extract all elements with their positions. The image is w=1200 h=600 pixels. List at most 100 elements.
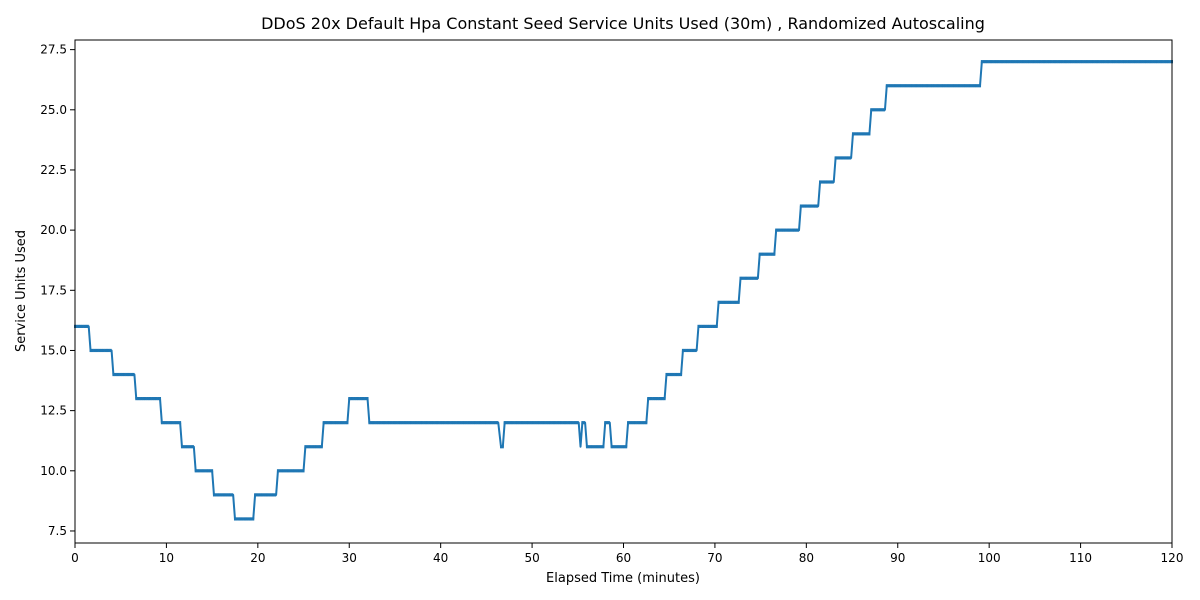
data-point bbox=[746, 276, 749, 280]
data-point bbox=[1015, 60, 1018, 64]
data-point bbox=[737, 300, 740, 304]
data-point bbox=[922, 84, 925, 88]
data-point bbox=[845, 156, 848, 160]
data-point bbox=[203, 469, 206, 473]
data-point bbox=[286, 469, 289, 473]
data-point bbox=[100, 348, 103, 353]
data-point bbox=[315, 445, 318, 449]
data-point bbox=[604, 421, 607, 425]
data-point bbox=[692, 348, 695, 353]
data-point bbox=[401, 421, 404, 425]
data-point bbox=[795, 228, 798, 232]
data-point bbox=[672, 372, 675, 377]
data-point bbox=[755, 276, 758, 280]
data-point bbox=[205, 469, 208, 473]
data-point bbox=[207, 469, 210, 473]
plot-area bbox=[74, 60, 1173, 521]
data-point bbox=[209, 469, 212, 473]
data-point bbox=[270, 493, 273, 497]
y-tick-label: 27.5 bbox=[40, 43, 67, 57]
data-point bbox=[784, 228, 787, 232]
data-point bbox=[676, 372, 679, 377]
data-point bbox=[834, 156, 837, 160]
data-point bbox=[414, 421, 417, 425]
data-point bbox=[86, 324, 89, 328]
data-point bbox=[933, 84, 936, 88]
data-point bbox=[1114, 60, 1117, 64]
data-point bbox=[607, 421, 610, 425]
data-point bbox=[1086, 60, 1089, 64]
data-point bbox=[710, 324, 713, 328]
data-point bbox=[793, 228, 796, 232]
data-point bbox=[289, 469, 292, 473]
x-tick-label: 40 bbox=[433, 551, 448, 565]
data-point bbox=[333, 421, 336, 425]
data-point bbox=[1149, 60, 1152, 64]
data-point bbox=[1008, 60, 1011, 64]
data-point bbox=[384, 421, 387, 425]
data-point bbox=[1039, 60, 1042, 64]
data-point bbox=[121, 372, 124, 377]
data-point bbox=[1004, 60, 1007, 64]
data-point bbox=[704, 324, 707, 328]
data-point bbox=[573, 421, 576, 425]
data-point bbox=[661, 397, 664, 401]
data-point bbox=[752, 276, 755, 280]
data-point bbox=[300, 469, 303, 473]
data-point bbox=[169, 421, 172, 425]
data-point bbox=[576, 421, 579, 425]
data-point bbox=[468, 421, 471, 425]
data-point bbox=[726, 300, 729, 304]
data-point bbox=[1074, 60, 1077, 64]
data-point bbox=[83, 324, 86, 328]
data-point bbox=[894, 84, 897, 88]
data-point bbox=[272, 493, 275, 497]
data-point bbox=[816, 204, 819, 208]
data-point bbox=[324, 421, 327, 425]
data-point bbox=[810, 204, 813, 208]
data-point bbox=[295, 469, 298, 473]
data-point bbox=[1011, 60, 1014, 64]
data-point bbox=[512, 421, 515, 425]
data-point bbox=[313, 445, 316, 449]
data-point bbox=[562, 421, 565, 425]
data-point bbox=[724, 300, 727, 304]
data-point bbox=[406, 421, 409, 425]
data-point bbox=[697, 324, 700, 328]
data-point bbox=[617, 445, 620, 449]
data-point bbox=[190, 445, 193, 449]
data-point bbox=[1028, 60, 1031, 64]
data-point bbox=[735, 300, 738, 304]
data-point bbox=[483, 421, 486, 425]
data-point bbox=[456, 421, 459, 425]
data-point bbox=[461, 421, 464, 425]
data-point bbox=[754, 276, 757, 280]
data-point bbox=[243, 517, 246, 521]
data-point bbox=[971, 84, 974, 88]
data-point bbox=[428, 421, 431, 425]
data-point bbox=[1096, 60, 1099, 64]
data-point bbox=[235, 517, 238, 521]
data-point bbox=[643, 421, 646, 425]
data-point bbox=[713, 324, 716, 328]
data-point bbox=[297, 469, 300, 473]
data-point bbox=[542, 421, 545, 425]
data-point bbox=[997, 60, 1000, 64]
data-point bbox=[293, 469, 296, 473]
data-point bbox=[656, 397, 659, 401]
data-point bbox=[916, 84, 919, 88]
data-point bbox=[1154, 60, 1157, 64]
data-point bbox=[1026, 60, 1029, 64]
y-tick-label: 20.0 bbox=[40, 223, 67, 237]
data-point bbox=[766, 252, 769, 256]
data-point bbox=[123, 372, 126, 377]
data-point bbox=[887, 84, 890, 88]
data-point bbox=[1006, 60, 1009, 64]
data-point bbox=[329, 421, 332, 425]
data-point bbox=[452, 421, 455, 425]
data-point bbox=[791, 228, 794, 232]
data-point bbox=[397, 421, 400, 425]
data-point bbox=[1090, 60, 1093, 64]
data-point bbox=[938, 84, 941, 88]
data-point bbox=[857, 132, 860, 136]
